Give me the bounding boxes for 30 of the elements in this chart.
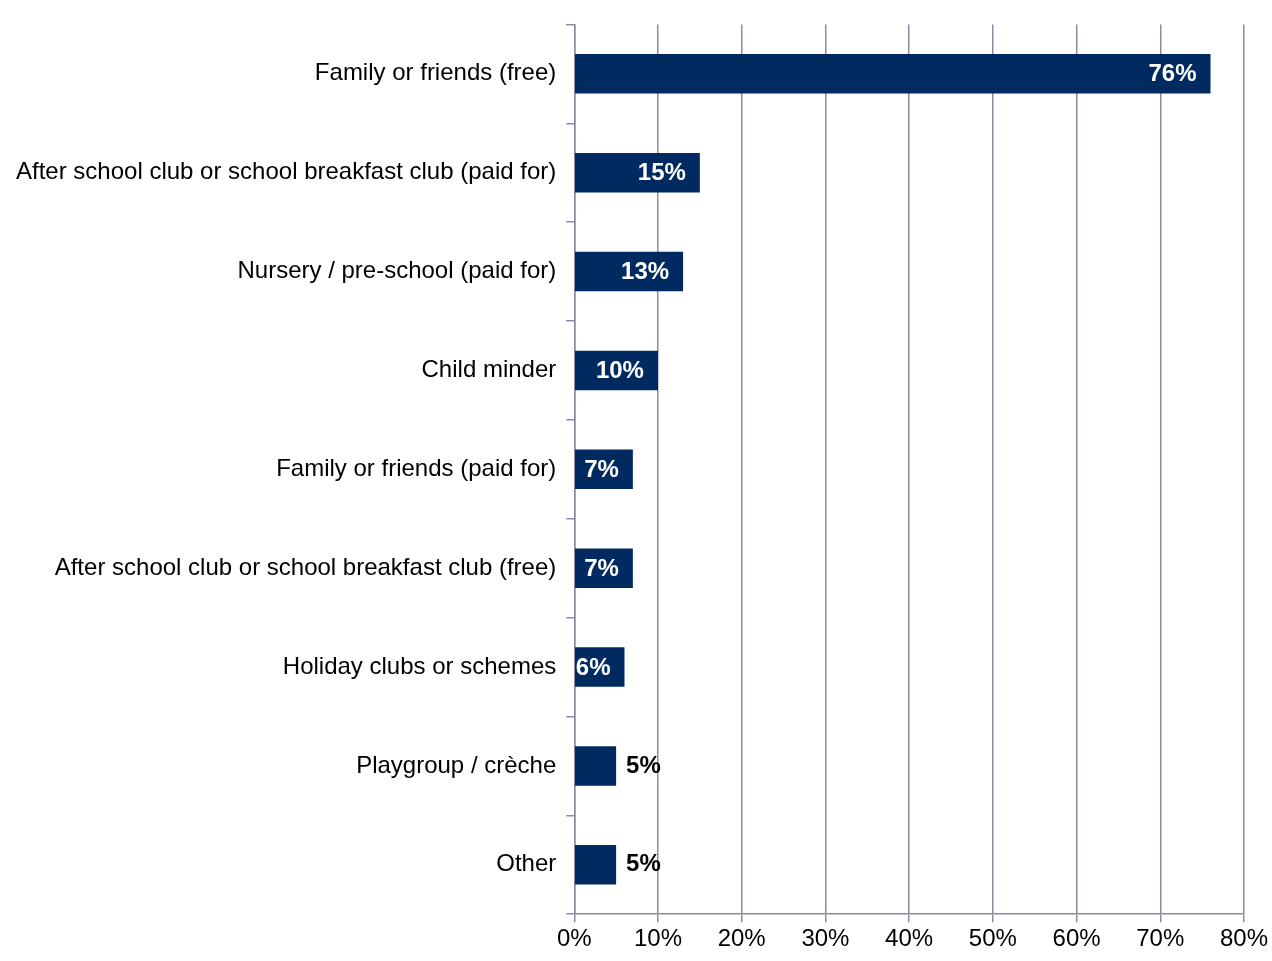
- data-label: 13%: [621, 257, 670, 285]
- bar: [575, 54, 1211, 94]
- x-tick-label: 70%: [1136, 924, 1185, 952]
- x-tick-label: 50%: [968, 924, 1017, 952]
- data-label: 76%: [1148, 59, 1197, 87]
- x-tick-label: 40%: [885, 924, 934, 952]
- bar: [575, 844, 617, 885]
- data-label: 5%: [626, 849, 661, 877]
- y-tick-label: Playgroup / crèche: [356, 750, 557, 778]
- y-tick-label: Child minder: [421, 355, 557, 383]
- y-tick-label: Family or friends (paid for): [276, 453, 557, 481]
- data-label: 7%: [584, 454, 619, 482]
- data-label: 7%: [584, 553, 619, 581]
- data-label: 6%: [575, 652, 611, 680]
- data-label: 5%: [626, 750, 661, 778]
- y-tick-label: Nursery / pre-school (paid for): [237, 256, 557, 284]
- x-tick-label: 80%: [1219, 924, 1269, 952]
- x-tick-label: 30%: [801, 924, 850, 952]
- data-label: 10%: [595, 356, 644, 384]
- x-tick-label: 20%: [717, 924, 766, 952]
- bar: [575, 746, 617, 786]
- y-tick-label: After school club or school breakfast club (paid for): [15, 157, 557, 185]
- x-tick-label: 60%: [1052, 924, 1101, 952]
- x-tick-label: 10%: [633, 924, 682, 952]
- y-tick-label: After school club or school breakfast club (free): [54, 552, 557, 580]
- x-tick-label: 0%: [556, 924, 592, 952]
- y-tick-label: Other: [496, 849, 557, 877]
- data-label: 15%: [637, 158, 686, 186]
- y-tick-label: Family or friends (free): [314, 58, 557, 86]
- y-tick-label: Holiday clubs or schemes: [282, 651, 557, 679]
